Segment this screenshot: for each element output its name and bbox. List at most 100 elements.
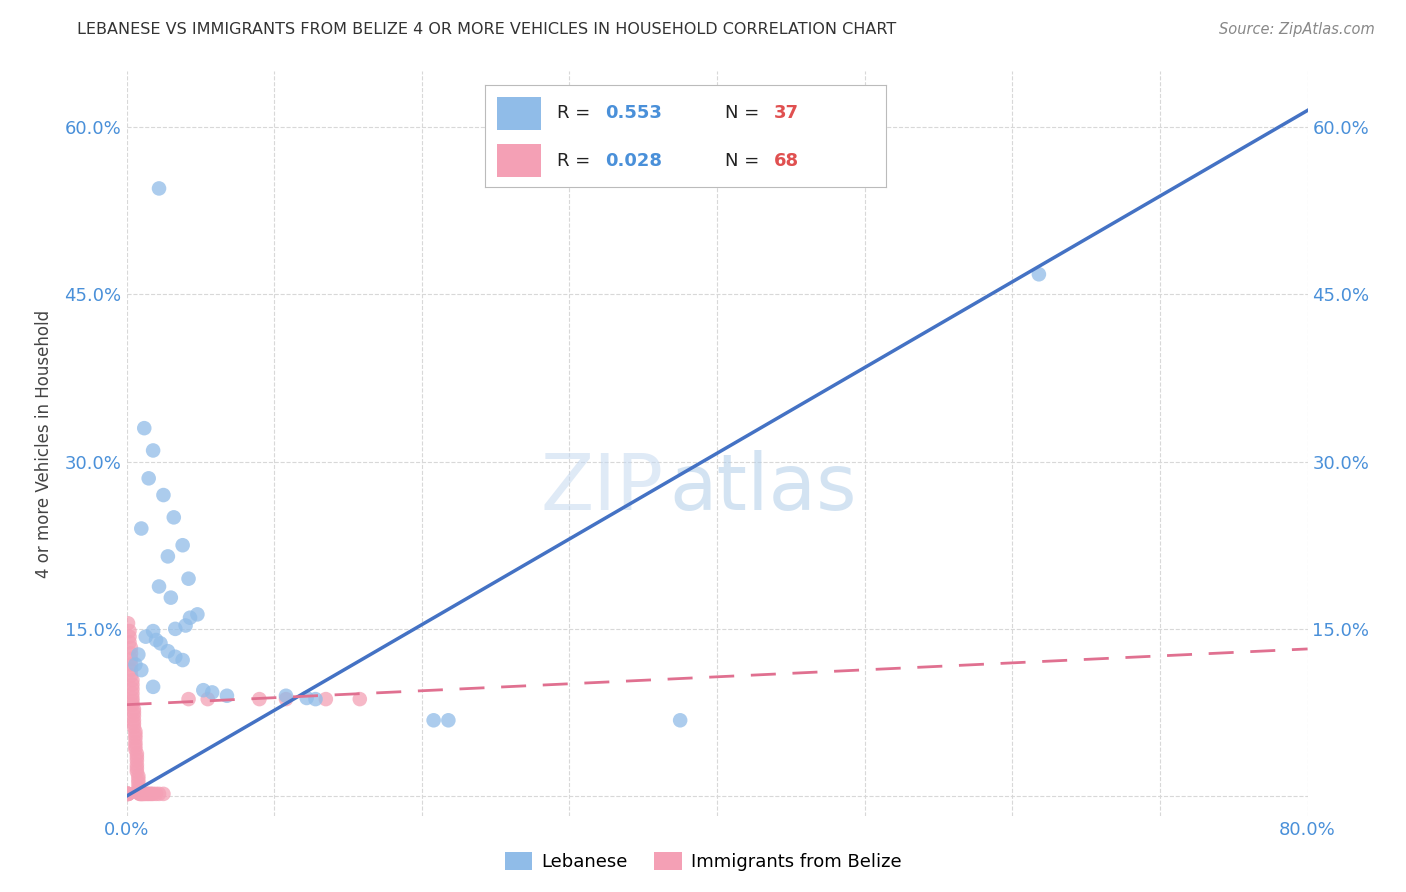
- Point: [121, 678, 143, 692]
- Point: [127, 648, 149, 662]
- Point: [201, 685, 224, 699]
- Point: [122, 706, 145, 720]
- Point: [124, 735, 146, 749]
- Point: [128, 787, 150, 801]
- Point: [128, 787, 150, 801]
- Point: [117, 787, 139, 801]
- Point: [422, 714, 444, 728]
- Point: [148, 580, 170, 594]
- Point: [127, 769, 149, 783]
- Point: [118, 635, 141, 649]
- Text: R =: R =: [557, 152, 596, 169]
- Point: [295, 691, 318, 706]
- Bar: [498, 97, 541, 130]
- Text: 0.028: 0.028: [605, 152, 662, 169]
- Point: [120, 669, 142, 683]
- Point: [121, 698, 143, 712]
- Point: [437, 714, 460, 728]
- Point: [142, 624, 165, 639]
- Text: N =: N =: [725, 104, 765, 122]
- Text: atlas: atlas: [669, 450, 858, 526]
- Point: [122, 714, 145, 728]
- Point: [117, 616, 139, 631]
- Point: [145, 787, 167, 801]
- Point: [120, 646, 142, 660]
- Point: [165, 622, 187, 636]
- Point: [249, 692, 271, 706]
- Point: [124, 728, 146, 742]
- Point: [135, 630, 157, 644]
- Point: [669, 714, 692, 728]
- Point: [149, 636, 172, 650]
- Point: [132, 787, 155, 801]
- Point: [152, 488, 174, 502]
- Point: [1028, 268, 1050, 282]
- Point: [136, 787, 159, 801]
- Point: [132, 787, 155, 801]
- Text: N =: N =: [725, 152, 765, 169]
- Point: [304, 692, 326, 706]
- Text: 68: 68: [773, 152, 799, 169]
- Point: [156, 549, 179, 564]
- Point: [125, 761, 148, 775]
- Point: [124, 731, 146, 746]
- Point: [156, 644, 179, 658]
- Point: [138, 471, 160, 485]
- Point: [125, 753, 148, 767]
- Y-axis label: 4 or more Vehicles in Household: 4 or more Vehicles in Household: [35, 310, 53, 578]
- Point: [138, 787, 160, 801]
- Point: [141, 787, 163, 801]
- Point: [127, 776, 149, 790]
- Point: [142, 787, 165, 801]
- Point: [349, 692, 371, 706]
- Point: [122, 708, 145, 723]
- Point: [148, 787, 170, 801]
- Legend: Lebanese, Immigrants from Belize: Lebanese, Immigrants from Belize: [498, 846, 908, 879]
- Point: [121, 691, 143, 706]
- Point: [129, 787, 153, 801]
- Point: [215, 689, 238, 703]
- Point: [145, 633, 167, 648]
- Point: [121, 682, 143, 697]
- Point: [120, 640, 142, 655]
- Point: [120, 657, 142, 672]
- Point: [127, 786, 149, 800]
- Point: [124, 742, 146, 756]
- Point: [135, 787, 157, 801]
- Point: [125, 758, 148, 772]
- Bar: [498, 145, 541, 177]
- Point: [118, 630, 141, 644]
- Point: [142, 680, 165, 694]
- Point: [125, 764, 148, 779]
- Point: [197, 692, 219, 706]
- Text: LEBANESE VS IMMIGRANTS FROM BELIZE 4 OR MORE VEHICLES IN HOUSEHOLD CORRELATION C: LEBANESE VS IMMIGRANTS FROM BELIZE 4 OR …: [77, 22, 897, 37]
- Point: [117, 787, 139, 801]
- Point: [165, 649, 187, 664]
- Point: [121, 673, 143, 688]
- Point: [127, 780, 149, 795]
- Point: [129, 522, 153, 536]
- Text: R =: R =: [557, 104, 596, 122]
- Point: [117, 787, 139, 801]
- Point: [315, 692, 337, 706]
- Point: [274, 689, 297, 703]
- Point: [125, 750, 148, 764]
- Point: [129, 787, 153, 801]
- Point: [124, 739, 146, 753]
- Point: [274, 692, 297, 706]
- Point: [177, 692, 200, 706]
- Text: ZIP: ZIP: [541, 450, 664, 526]
- Point: [118, 624, 141, 639]
- Point: [134, 421, 156, 435]
- Point: [121, 687, 143, 701]
- Point: [122, 702, 145, 716]
- Point: [127, 772, 149, 787]
- Point: [127, 783, 149, 797]
- Point: [172, 538, 194, 552]
- Point: [124, 724, 146, 739]
- Point: [177, 572, 200, 586]
- Point: [120, 663, 142, 677]
- Text: 0.553: 0.553: [605, 104, 662, 122]
- Point: [139, 787, 162, 801]
- Point: [142, 443, 165, 458]
